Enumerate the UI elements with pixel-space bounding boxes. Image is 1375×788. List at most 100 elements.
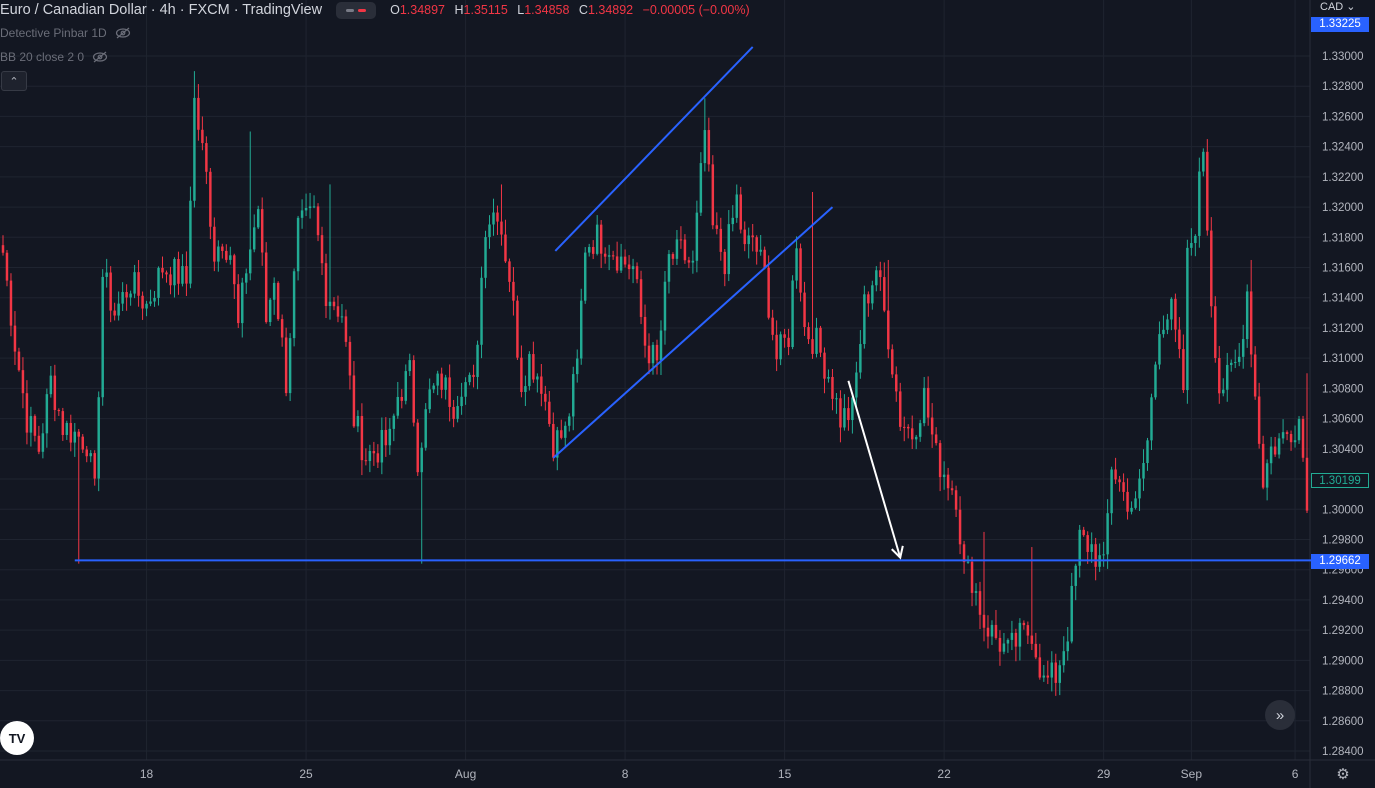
candle-body xyxy=(1006,639,1010,644)
candle-body xyxy=(679,239,683,241)
candle-body xyxy=(21,370,25,394)
eye-off-icon[interactable] xyxy=(115,27,131,39)
candle-body xyxy=(17,351,21,371)
candle-body xyxy=(121,292,124,304)
candle-body xyxy=(1074,565,1077,586)
candle-body xyxy=(1182,349,1185,391)
candle-body xyxy=(1106,513,1109,555)
candle-body xyxy=(1166,319,1169,330)
candle-body xyxy=(368,451,372,462)
candle-body xyxy=(1277,438,1281,455)
candle-body xyxy=(994,624,998,638)
candle-body xyxy=(504,234,507,262)
candle-body xyxy=(500,221,503,235)
candle-body xyxy=(1050,662,1054,678)
candle-body xyxy=(424,409,427,448)
candle-body xyxy=(1285,432,1289,435)
candle-body xyxy=(767,267,770,318)
candle-body xyxy=(532,354,535,380)
candle-body xyxy=(105,272,108,277)
candle-body xyxy=(249,249,252,274)
candle-body xyxy=(591,247,595,254)
candle-body xyxy=(280,319,284,338)
candle-body xyxy=(444,377,447,390)
chevron-up-icon: ⌃ xyxy=(9,75,19,88)
candle-body xyxy=(1198,171,1201,236)
chart-header: Euro / Canadian Dollar · 4h · FXCM · Tra… xyxy=(0,0,756,20)
y-tick-label: 1.32000 xyxy=(1322,202,1364,214)
candle-body xyxy=(895,374,898,392)
candle-body xyxy=(185,266,188,284)
candle-body xyxy=(811,339,814,354)
candle-body xyxy=(1030,635,1034,644)
candle-body xyxy=(707,130,711,165)
candle-body xyxy=(1010,632,1014,640)
candle-body xyxy=(938,443,942,478)
candle-body xyxy=(803,292,806,328)
candle-body xyxy=(153,297,156,302)
candle-body xyxy=(914,436,918,440)
candle-body xyxy=(189,200,192,284)
currency-label[interactable]: CAD ⌄ xyxy=(1320,1,1356,13)
candle-body xyxy=(647,345,651,364)
candle-body xyxy=(1094,544,1097,567)
candle-body xyxy=(1249,291,1253,355)
candle-body xyxy=(1062,651,1065,666)
y-tick-label: 1.32800 xyxy=(1322,81,1364,93)
candle-body xyxy=(970,561,974,593)
indicator-bb[interactable]: BB 20 close 2 0 xyxy=(0,50,108,64)
candle-body xyxy=(336,306,340,317)
candle-body xyxy=(918,423,922,437)
candle-body xyxy=(791,280,794,348)
candle-body xyxy=(1257,396,1261,444)
candle-body xyxy=(1066,641,1069,652)
candle-body xyxy=(942,474,946,478)
y-tick-label: 1.30600 xyxy=(1322,414,1364,426)
y-tick-label: 1.29200 xyxy=(1322,625,1364,637)
candle-body xyxy=(233,255,236,285)
candle-body xyxy=(771,317,774,335)
candle-body xyxy=(149,301,152,304)
candle-body xyxy=(723,251,727,275)
candle-body xyxy=(1190,243,1193,248)
candle-body xyxy=(871,285,874,304)
candle-body xyxy=(1154,364,1157,398)
candle-body xyxy=(268,299,272,323)
candle-body xyxy=(352,375,356,427)
scroll-to-realtime-button[interactable]: » xyxy=(1265,700,1295,730)
candle-body xyxy=(863,294,866,345)
candle-body xyxy=(954,490,958,510)
candle-body xyxy=(1186,247,1189,391)
gear-icon[interactable]: ⚙ xyxy=(1336,766,1350,783)
candle-body xyxy=(755,237,758,252)
candle-body xyxy=(432,385,435,390)
candle-body xyxy=(41,433,45,452)
candle-body xyxy=(492,212,495,225)
candle-body xyxy=(651,344,655,364)
candle-body xyxy=(512,281,515,301)
candle-body xyxy=(655,344,659,361)
eye-off-icon[interactable] xyxy=(92,51,108,63)
double-chevron-right-icon: » xyxy=(1275,706,1285,724)
symbol-title[interactable]: Euro / Canadian Dollar · 4h · FXCM · Tra… xyxy=(0,2,323,18)
candle-body xyxy=(843,408,846,428)
collapse-indicators-button[interactable]: ⌃ xyxy=(1,71,27,91)
candle-body xyxy=(627,264,631,270)
candle-body xyxy=(384,430,388,446)
candle-body xyxy=(671,254,675,259)
tradingview-logo-icon[interactable]: TV xyxy=(0,721,34,755)
candle-body xyxy=(1014,632,1018,647)
candle-body xyxy=(548,401,551,424)
candle-body xyxy=(699,163,703,213)
candle-body xyxy=(1046,675,1050,678)
candle-body xyxy=(851,397,854,421)
series-toggle[interactable] xyxy=(336,1,377,19)
candle-body xyxy=(1146,440,1149,464)
x-tick-label: 25 xyxy=(299,767,313,781)
candle-body xyxy=(1110,469,1113,514)
indicator-pinbar[interactable]: Detective Pinbar 1D xyxy=(0,26,131,40)
candle-body xyxy=(587,247,591,253)
y-tick-label: 1.31600 xyxy=(1322,263,1364,275)
candle-body xyxy=(9,280,13,326)
